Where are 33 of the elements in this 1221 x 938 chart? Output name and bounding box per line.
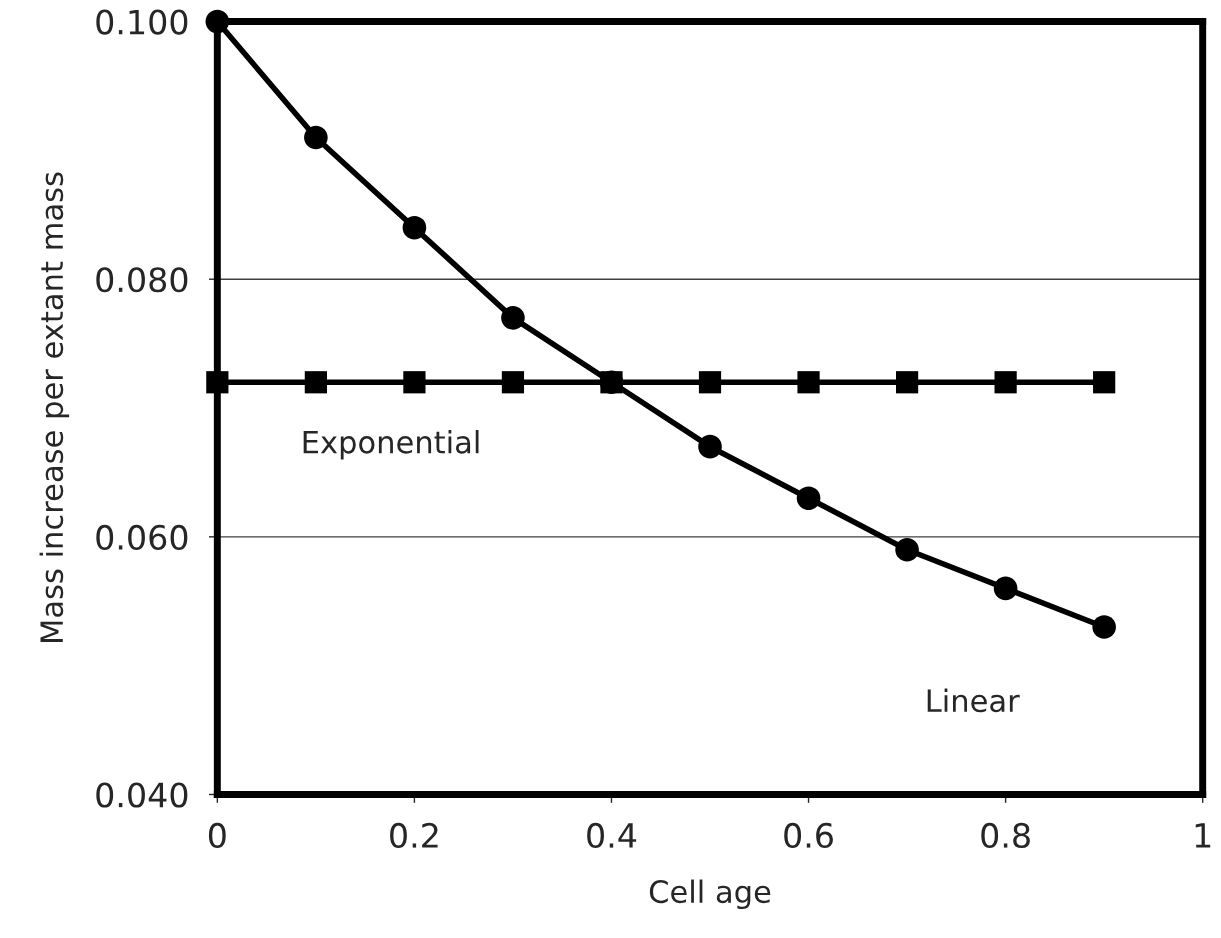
point (895, 371, 919, 394)
x-tick-label: 0.2 (390, 822, 438, 849)
point (501, 371, 525, 394)
x-tick-label: 0.4 (587, 822, 637, 849)
point (698, 434, 722, 459)
point (994, 371, 1017, 394)
y-tick-label: 0.060 (96, 524, 188, 550)
y-axis-title: Mass increase per extant mass (39, 172, 70, 643)
y-tick-label: 0.100 (96, 9, 188, 35)
point (698, 371, 722, 394)
point (797, 371, 820, 394)
point (402, 215, 427, 240)
text: Linear (927, 688, 1020, 713)
point (206, 371, 229, 394)
x-tick-label: 0 (208, 822, 226, 849)
point (501, 306, 525, 330)
point (895, 537, 919, 562)
series-label: Exponential (303, 429, 479, 460)
x-tick-label: 0.6 (784, 822, 833, 849)
point (600, 371, 623, 394)
x-tick-label: 0.8 (981, 822, 1030, 849)
point (304, 125, 328, 150)
point (205, 9, 230, 34)
point (796, 486, 821, 511)
y-tick-label: 0.080 (96, 267, 188, 293)
point (1092, 615, 1116, 639)
point (403, 371, 426, 394)
x-axis-title: Cell age (649, 879, 771, 910)
point (1093, 371, 1116, 394)
x-tick-label: 1 (1195, 823, 1211, 848)
point (993, 576, 1018, 601)
y-tick-label: 0.040 (96, 782, 188, 808)
point (304, 371, 327, 394)
